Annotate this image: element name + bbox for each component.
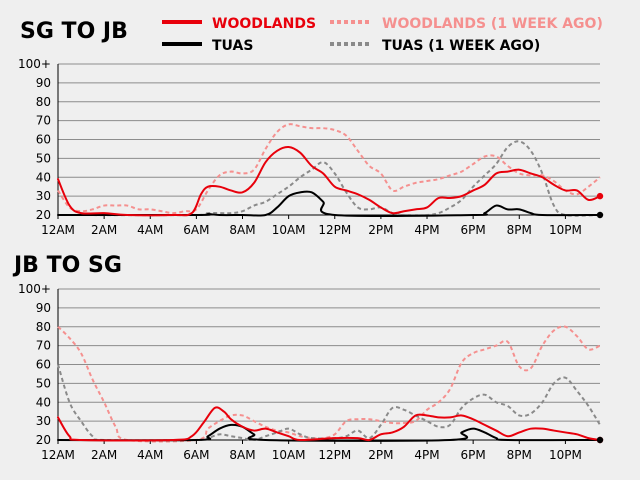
legend-label-woodlands-week-ago: WOODLANDS (1 WEEK AGO) [382, 16, 603, 32]
series-line-tuas-1-week-ago [57, 140, 601, 217]
y-tick-label: 90 [36, 76, 51, 90]
x-tick-label: 6AM [183, 223, 209, 237]
x-tick-label: 2AM [91, 448, 117, 462]
y-tick-label: 100+ [18, 57, 51, 71]
x-tick-label: 2PM [368, 448, 393, 462]
y-tick-label: 60 [36, 133, 51, 147]
end-marker-tuas [596, 211, 604, 219]
y-tick-label: 50 [36, 151, 51, 165]
chart-title-jb-to-sg: JB TO SG [12, 253, 122, 278]
series-line-woodlands-1-week-ago [57, 123, 601, 215]
x-tick-label: 12AM [41, 223, 75, 237]
chart-title-sg-to-jb: SG TO JB [20, 19, 128, 44]
series-line-woodlands [57, 146, 601, 217]
y-tick-label: 90 [36, 301, 51, 315]
x-tick-label: 8PM [507, 223, 532, 237]
series-line-tuas-1-week-ago [57, 364, 601, 442]
x-tick-label: 12PM [318, 448, 351, 462]
x-tick-label: 6PM [461, 223, 486, 237]
y-tick-label: 100+ [18, 282, 51, 296]
legend-item-tuas: TUAS [162, 38, 253, 54]
x-tick-label: 10PM [549, 223, 582, 237]
legend: WOODLANDS WOODLANDS (1 WEEK AGO) TUAS TU… [162, 16, 603, 54]
chart-jb-to-sg: 20 30 40 50 60 70 80 90 100+ 12AM 2AM 4AM 6AM 8AM 10AM… [18, 282, 604, 462]
y-tick-label: 20 [36, 433, 51, 447]
x-tick-label: 4AM [137, 448, 163, 462]
series-line-woodlands [57, 406, 601, 442]
x-tick-label: 4PM [414, 448, 439, 462]
x-tick-label: 2PM [368, 223, 393, 237]
x-tick-label: 10AM [272, 223, 306, 237]
legend-label-tuas: TUAS [212, 38, 253, 54]
x-tick-label: 12AM [41, 448, 75, 462]
x-tick-label: 10AM [272, 448, 306, 462]
x-tick-label: 6AM [183, 448, 209, 462]
x-tick-label: 2AM [91, 223, 117, 237]
series-line-tuas [57, 190, 601, 218]
x-tick-label: 6PM [461, 448, 486, 462]
x-tick-label: 4PM [414, 223, 439, 237]
y-tick-label: 30 [36, 189, 51, 203]
x-tick-label: 12PM [318, 223, 351, 237]
x-tick-label: 4AM [137, 223, 163, 237]
y-tick-label: 40 [36, 395, 51, 409]
series-line-woodlands-1-week-ago [57, 325, 601, 443]
y-tick-label: 60 [36, 358, 51, 372]
x-tick-label: 8PM [507, 448, 532, 462]
y-tick-label: 50 [36, 376, 51, 390]
y-tick-label: 70 [36, 114, 51, 128]
y-tick-label: 70 [36, 339, 51, 353]
legend-item-woodlands-week-ago: WOODLANDS (1 WEEK AGO) [330, 16, 603, 32]
legend-label-woodlands: WOODLANDS [212, 16, 316, 32]
y-tick-label: 80 [36, 320, 51, 334]
legend-item-tuas-week-ago: TUAS (1 WEEK AGO) [330, 38, 540, 54]
end-marker-woodlands [596, 192, 604, 200]
x-tick-label: 8AM [229, 448, 255, 462]
y-tick-label: 30 [36, 414, 51, 428]
end-marker-tuas [596, 436, 604, 444]
series-line-tuas [57, 423, 601, 442]
x-tick-label: 10PM [549, 448, 582, 462]
x-tick-label: 8AM [229, 223, 255, 237]
y-tick-label: 80 [36, 95, 51, 109]
chart-sg-to-jb: 20 30 40 50 60 70 80 90 100+ 12AM 2AM 4AM 6AM 8AM 10AM… [18, 57, 604, 237]
legend-item-woodlands: WOODLANDS [162, 16, 316, 32]
y-tick-label: 40 [36, 170, 51, 184]
y-tick-label: 20 [36, 208, 51, 222]
legend-label-tuas-week-ago: TUAS (1 WEEK AGO) [382, 38, 540, 54]
